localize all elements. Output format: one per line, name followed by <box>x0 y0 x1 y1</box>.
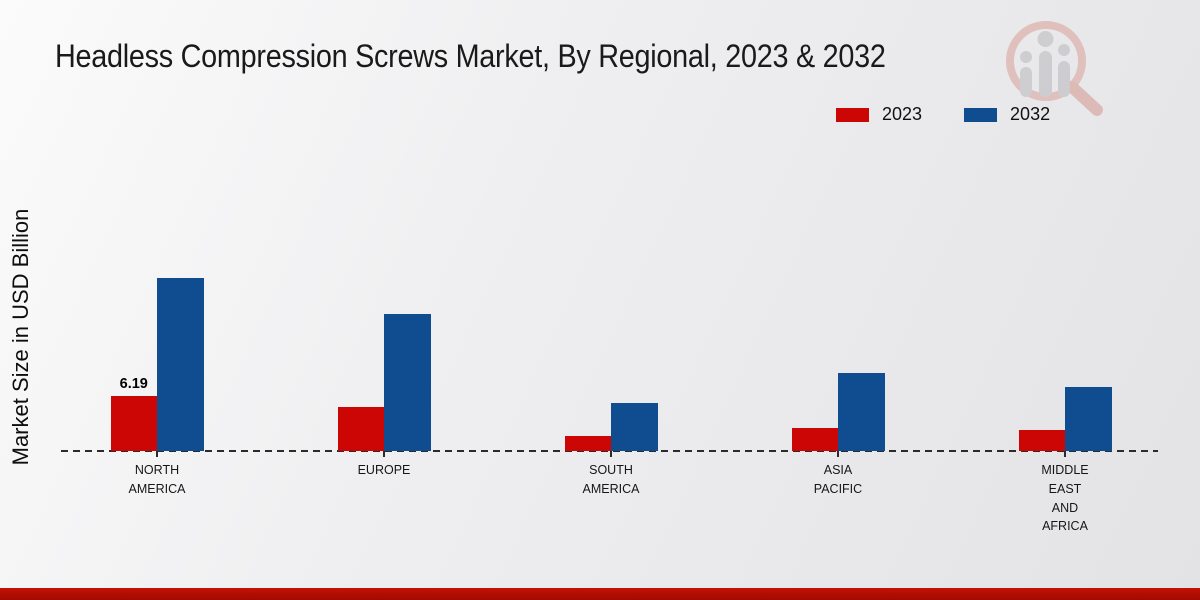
category-label-line: ASIA <box>823 463 853 477</box>
category-label-line: NORTH <box>134 463 180 477</box>
legend-item-2023: 2023 <box>836 104 922 125</box>
legend-label-2023: 2023 <box>882 104 923 124</box>
category-label-north-america: NORTH AMERICA <box>77 461 237 499</box>
axis-tick-asia-pacific <box>837 451 839 457</box>
bar-2023-europe <box>337 407 384 451</box>
y-axis-title: Market Size in USD Billion <box>8 208 33 466</box>
category-label-line: EAST <box>1048 481 1082 496</box>
axis-tick-europe <box>383 451 385 457</box>
category-label-line: AND <box>1051 500 1079 515</box>
data-label-2023-north-america: 6.19 <box>119 376 148 392</box>
axis-tick-north-america <box>156 451 158 457</box>
axis-tick-south-america <box>610 451 612 457</box>
bar-2023-asia-pacific <box>791 428 838 451</box>
category-label-middle-east-and-africa: MIDDLE EAST AND AFRICA <box>985 461 1145 536</box>
magnifier-bar-chart-logo-icon <box>1006 21 1103 116</box>
legend-swatch-2023 <box>836 107 869 122</box>
legend: 2023 2032 <box>836 104 1050 125</box>
legend-item-2032: 2032 <box>964 104 1050 125</box>
category-label-europe: EUROPE <box>304 461 464 480</box>
bar-2032-middle-east-and-africa <box>1065 387 1112 451</box>
category-label-line: AMERICA <box>128 481 186 496</box>
bar-2032-north-america <box>157 278 204 451</box>
bar-2023-south-america <box>564 436 611 451</box>
x-axis-line <box>61 450 1158 452</box>
category-label-line: PACIFIC <box>813 481 863 496</box>
category-label-line: EUROPE <box>357 463 411 477</box>
category-label-line: AMERICA <box>582 481 640 496</box>
category-label-line: AFRICA <box>1042 519 1088 534</box>
category-label-line: SOUTH <box>589 463 633 477</box>
category-label-asia-pacific: ASIA PACIFIC <box>758 461 918 499</box>
legend-label-2032: 2032 <box>1010 104 1051 124</box>
axis-tick-middle-east-and-africa <box>1064 451 1066 457</box>
chart-title: Headless Compression Screws Market, By R… <box>55 38 886 74</box>
bar-2032-asia-pacific <box>838 373 885 451</box>
category-label-line: MIDDLE <box>1041 463 1089 477</box>
bar-2032-south-america <box>611 403 658 451</box>
bar-2032-europe <box>384 314 431 451</box>
bar-2023-middle-east-and-africa <box>1018 430 1065 451</box>
footer-accent-bar <box>0 588 1200 600</box>
category-label-south-america: SOUTH AMERICA <box>531 461 691 499</box>
bar-2023-north-america <box>110 396 157 451</box>
legend-swatch-2032 <box>964 107 998 122</box>
